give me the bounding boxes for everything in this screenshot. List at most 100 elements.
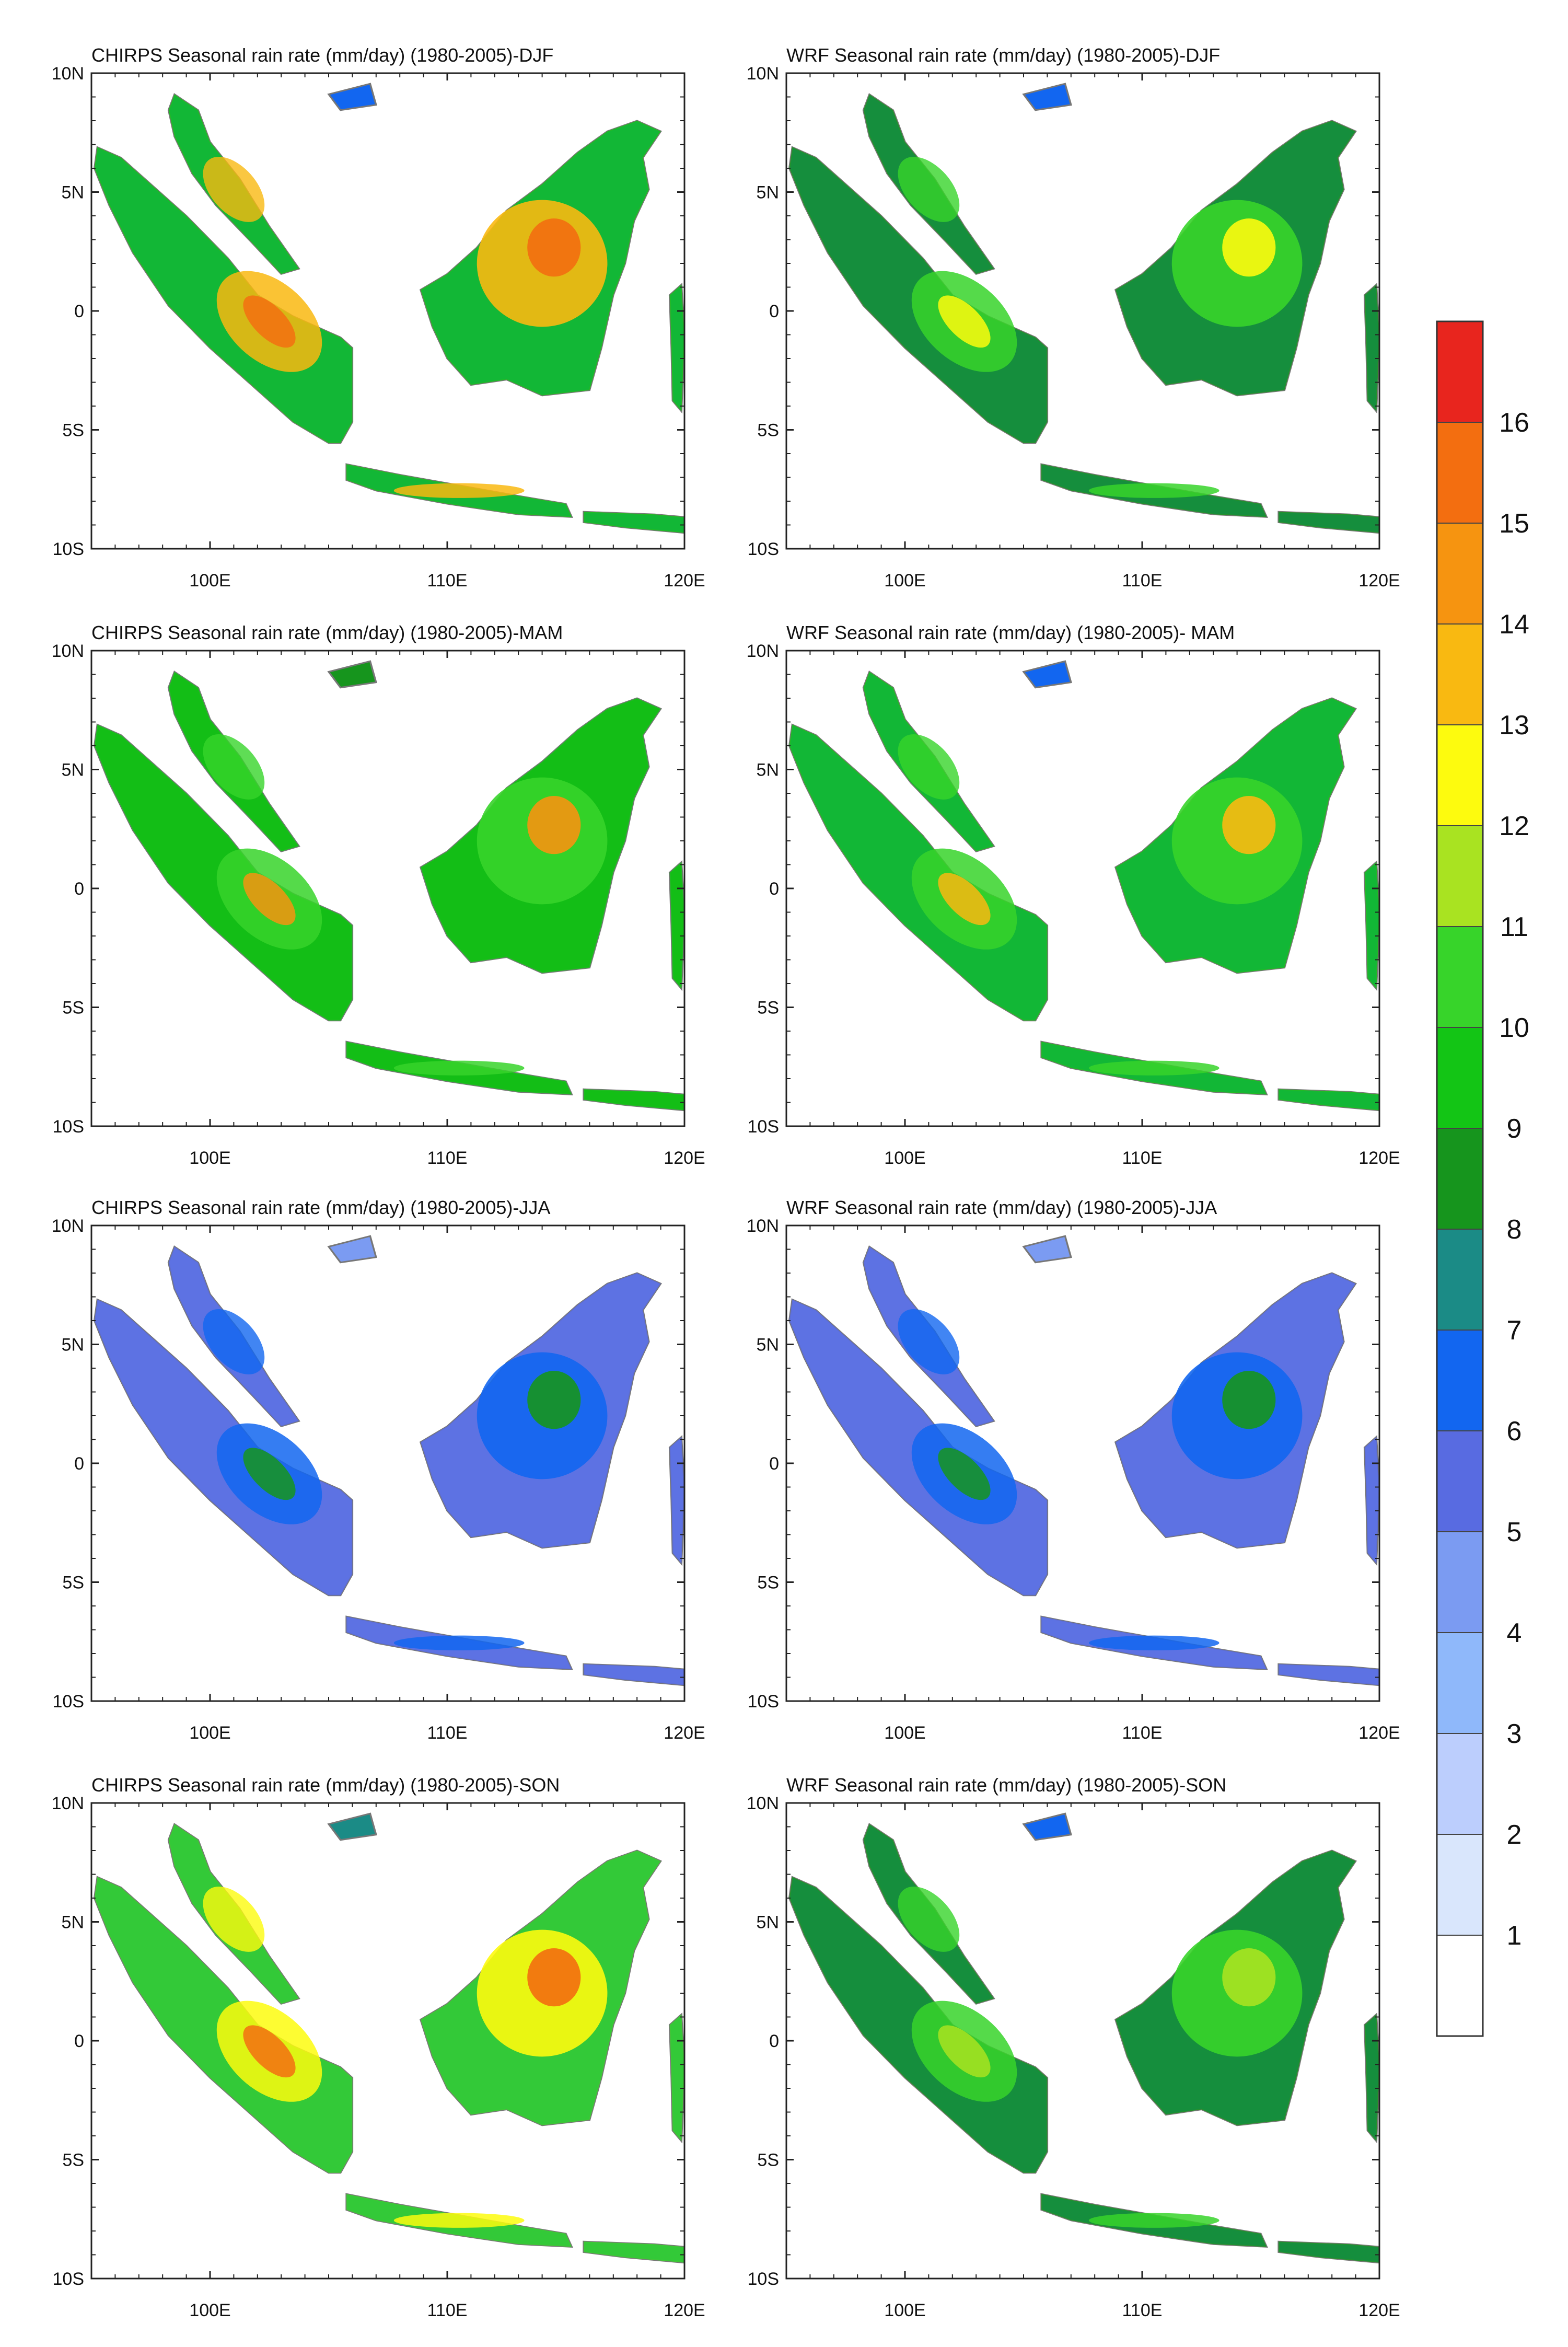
colorbar-segment (1436, 825, 1483, 927)
x-tick-label: 120E (664, 1148, 705, 1168)
y-tick-label: 5S (62, 998, 84, 1018)
colorbar-label: 15 (1499, 508, 1529, 539)
colorbar-segment (1436, 724, 1483, 826)
colorbar-label: 1 (1507, 1921, 1522, 1951)
colorbar-segment (1436, 523, 1483, 625)
x-tick-label: 110E (427, 1148, 468, 1168)
colorbar-segment (1436, 1531, 1483, 1633)
y-tick-label: 5N (757, 1913, 779, 1933)
y-tick-label: 5S (757, 998, 779, 1018)
panels-layer: CHIRPS Seasonal rain rate (mm/day) (1980… (52, 44, 1400, 2320)
y-tick-label: 10S (748, 539, 780, 559)
map-panel-wrf-jja: WRF Seasonal rain rate (mm/day) (1980-20… (747, 1197, 1400, 1743)
x-tick-label: 110E (1122, 2300, 1163, 2320)
colorbar-segment (1436, 1632, 1483, 1734)
panel-title: WRF Seasonal rain rate (mm/day) (1980-20… (786, 622, 1235, 643)
colorbar-label: 2 (1507, 1820, 1522, 1850)
y-tick-label: 0 (74, 2031, 84, 2051)
y-tick-label: 0 (769, 1454, 779, 1474)
x-tick-label: 100E (189, 1148, 230, 1168)
colorbar-segment (1436, 1834, 1483, 1936)
colorbar-label: 12 (1499, 811, 1529, 841)
y-tick-label: 5N (62, 183, 84, 203)
colorbar-segment (1436, 1027, 1483, 1129)
colorbar-label: 8 (1507, 1215, 1522, 1245)
y-tick-label: 10N (747, 1794, 779, 1813)
map-content (91, 1225, 684, 1701)
y-tick-label: 5N (757, 183, 779, 203)
x-tick-label: 100E (884, 1148, 925, 1168)
colorbar-segment (1436, 1733, 1483, 1835)
x-tick-label: 120E (664, 1723, 705, 1743)
panel-title: CHIRPS Seasonal rain rate (mm/day) (1980… (91, 1774, 560, 1796)
y-tick-label: 5S (757, 1573, 779, 1593)
x-tick-label: 120E (1358, 1723, 1400, 1743)
y-tick-label: 5S (757, 421, 779, 441)
y-tick-label: 5N (757, 760, 779, 780)
map-content (91, 1803, 684, 2279)
y-tick-label: 0 (769, 302, 779, 321)
colorbar-label: 16 (1499, 408, 1529, 438)
map-content (786, 1803, 1379, 2279)
y-tick-label: 5N (62, 1913, 84, 1933)
y-tick-label: 10N (52, 64, 84, 84)
panel-title: CHIRPS Seasonal rain rate (mm/day) (1980… (91, 622, 563, 643)
map-panel-wrf-son: WRF Seasonal rain rate (mm/day) (1980-20… (747, 1774, 1400, 2320)
y-tick-label: 5S (62, 2151, 84, 2170)
map-panel-chirps-mam: CHIRPS Seasonal rain rate (mm/day) (1980… (52, 622, 705, 1168)
colorbar-label: 7 (1507, 1315, 1522, 1346)
colorbar-segment (1436, 1430, 1483, 1532)
y-tick-label: 0 (74, 879, 84, 899)
map-content (91, 73, 684, 549)
map-panel-wrf-djf: WRF Seasonal rain rate (mm/day) (1980-20… (747, 44, 1400, 591)
y-tick-label: 10N (52, 641, 84, 661)
y-tick-label: 5N (62, 760, 84, 780)
y-tick-label: 10S (748, 1692, 780, 1712)
x-tick-label: 100E (189, 2300, 230, 2320)
y-tick-label: 0 (769, 879, 779, 899)
y-tick-label: 5S (62, 1573, 84, 1593)
island-sula (668, 2013, 684, 2142)
x-tick-label: 100E (884, 571, 925, 591)
rain-maxima (898, 734, 1303, 1076)
x-tick-label: 120E (664, 571, 705, 591)
colorbar-label: 13 (1499, 710, 1529, 741)
panel-title: WRF Seasonal rain rate (mm/day) (1980-20… (786, 44, 1220, 66)
y-tick-label: 10S (748, 1117, 780, 1137)
y-tick-label: 10N (747, 641, 779, 661)
y-tick-label: 10S (53, 1692, 85, 1712)
y-tick-label: 10S (53, 2269, 85, 2289)
y-tick-label: 10N (747, 1216, 779, 1236)
x-tick-label: 110E (1122, 1723, 1163, 1743)
rain-maxima (203, 734, 608, 1076)
map-panel-chirps-djf: CHIRPS Seasonal rain rate (mm/day) (1980… (52, 44, 705, 591)
y-tick-label: 5N (62, 1335, 84, 1355)
x-tick-label: 100E (189, 571, 230, 591)
x-tick-label: 100E (884, 2300, 925, 2320)
y-tick-label: 5N (757, 1335, 779, 1355)
x-tick-label: 110E (427, 571, 468, 591)
colorbar-segment (1436, 1128, 1483, 1230)
x-tick-label: 110E (1122, 571, 1163, 591)
colorbar-segment (1436, 1229, 1483, 1331)
y-tick-label: 10S (53, 1117, 85, 1137)
y-tick-label: 10S (53, 539, 85, 559)
y-tick-label: 10N (747, 64, 779, 84)
island-sula (668, 283, 684, 412)
colorbar: 16 15 14 13 12 11 10 9 8 7 6 5 4 3 2 1 (1436, 320, 1529, 2037)
x-tick-label: 120E (1358, 571, 1400, 591)
y-tick-label: 10N (52, 1794, 84, 1813)
y-tick-label: 10S (748, 2269, 780, 2289)
colorbar-label: 10 (1499, 1013, 1529, 1043)
island-sula (1363, 861, 1379, 990)
rain-maxima (203, 156, 608, 498)
x-tick-label: 110E (1122, 1148, 1163, 1168)
colorbar-segment (1436, 926, 1483, 1028)
map-panel-chirps-jja: CHIRPS Seasonal rain rate (mm/day) (1980… (52, 1197, 705, 1743)
colorbar-label: 3 (1507, 1719, 1522, 1749)
x-tick-label: 120E (1358, 2300, 1400, 2320)
rain-maxima (203, 1886, 608, 2228)
panel-title: CHIRPS Seasonal rain rate (mm/day) (1980… (91, 44, 553, 66)
map-panel-chirps-son: CHIRPS Seasonal rain rate (mm/day) (1980… (52, 1774, 705, 2320)
colorbar-label: 5 (1507, 1517, 1522, 1547)
